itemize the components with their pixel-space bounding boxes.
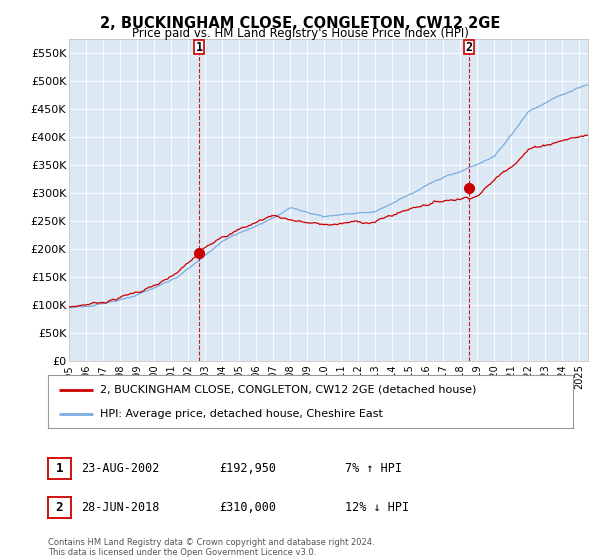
Bar <box>464 40 473 54</box>
Text: 1: 1 <box>196 40 203 54</box>
Text: £192,950: £192,950 <box>219 461 276 475</box>
Text: 7% ↑ HPI: 7% ↑ HPI <box>345 461 402 475</box>
Text: 2: 2 <box>466 40 472 54</box>
Text: 12% ↓ HPI: 12% ↓ HPI <box>345 501 409 514</box>
Bar <box>194 40 204 54</box>
Text: Price paid vs. HM Land Registry's House Price Index (HPI): Price paid vs. HM Land Registry's House … <box>131 27 469 40</box>
Text: 23-AUG-2002: 23-AUG-2002 <box>81 461 160 475</box>
Text: 28-JUN-2018: 28-JUN-2018 <box>81 501 160 514</box>
Text: Contains HM Land Registry data © Crown copyright and database right 2024.
This d: Contains HM Land Registry data © Crown c… <box>48 538 374 557</box>
Text: 2: 2 <box>56 501 63 514</box>
Text: 2, BUCKINGHAM CLOSE, CONGLETON, CW12 2GE: 2, BUCKINGHAM CLOSE, CONGLETON, CW12 2GE <box>100 16 500 31</box>
Text: 2, BUCKINGHAM CLOSE, CONGLETON, CW12 2GE (detached house): 2, BUCKINGHAM CLOSE, CONGLETON, CW12 2GE… <box>101 385 477 395</box>
Text: HPI: Average price, detached house, Cheshire East: HPI: Average price, detached house, Ches… <box>101 409 383 419</box>
Text: 1: 1 <box>56 461 63 475</box>
Text: £310,000: £310,000 <box>219 501 276 514</box>
